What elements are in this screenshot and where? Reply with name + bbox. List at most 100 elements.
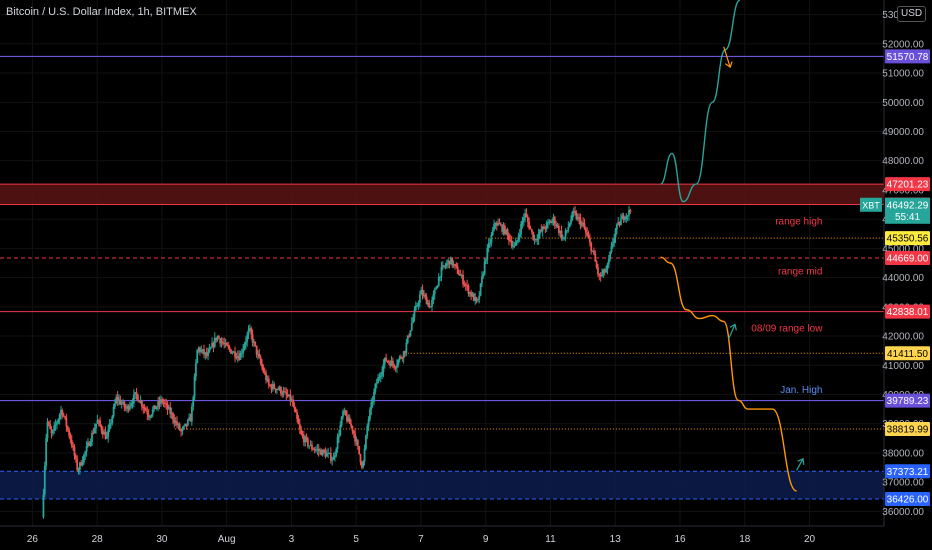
bounce-arrow-2-head [797, 457, 805, 465]
candle-body [328, 452, 331, 454]
candle-body [158, 401, 161, 404]
candle-body [579, 218, 582, 226]
currency-badge[interactable]: USD [897, 6, 927, 22]
candle-body [176, 421, 178, 426]
candle-body [251, 334, 254, 343]
candle-body [526, 216, 529, 222]
candle-body [65, 417, 68, 427]
candle-body [263, 372, 266, 374]
candle-body [105, 436, 108, 439]
price-badge [885, 346, 930, 361]
candle-body [572, 211, 575, 213]
candle-body [513, 245, 516, 247]
candle-body [177, 424, 180, 426]
candle-body [101, 430, 104, 435]
candle-body [471, 293, 474, 297]
candle-body [342, 411, 344, 417]
y-axis[interactable]: 36000.0037000.0038000.0039000.0040000.00… [882, 0, 932, 550]
candle-body [530, 229, 533, 232]
candle-body [185, 423, 188, 426]
candle-body [444, 265, 447, 267]
candle-body [363, 448, 366, 462]
candle-body [93, 428, 96, 434]
annotation-label: range mid [778, 266, 822, 277]
candle-body [602, 269, 605, 274]
candle-body [344, 410, 347, 416]
candle-body [118, 399, 120, 401]
candle-body [462, 274, 464, 285]
x-tick-label: 18 [739, 534, 751, 545]
candle-body [583, 223, 586, 229]
candle-body [190, 406, 193, 422]
x-tick-label: 13 [610, 534, 622, 545]
candle-body [576, 216, 579, 220]
candle-body [625, 215, 628, 219]
candle-body [70, 439, 73, 446]
candle-body [228, 347, 231, 350]
bullish-projection-path [660, 0, 741, 203]
candle-body [323, 449, 325, 452]
candle-body [116, 396, 119, 401]
annotation-label: Jan. High [780, 385, 822, 396]
candle-body [184, 423, 187, 426]
candle-body [223, 343, 226, 345]
candle-body [246, 334, 249, 342]
candle-body [599, 274, 602, 277]
candle-body [230, 349, 232, 354]
price-badge [885, 464, 930, 479]
candle-body [154, 405, 157, 410]
candle-body [509, 240, 512, 242]
candle-body [533, 238, 536, 240]
candle-body [578, 216, 580, 219]
candle-body [188, 417, 191, 420]
candle-body [432, 294, 435, 300]
candle-body [424, 294, 427, 297]
candle-body [74, 455, 77, 459]
candle-body [201, 349, 204, 351]
candle-body [561, 237, 564, 239]
candle-body [136, 394, 139, 402]
candle-body [498, 222, 501, 225]
candle-body [460, 274, 463, 276]
candle-body [352, 430, 355, 434]
price-badge [885, 231, 930, 246]
pullback-arrow [723, 46, 731, 68]
candle-body [99, 420, 102, 426]
candle-body [58, 414, 61, 420]
candle-body [331, 459, 334, 461]
candle-body [416, 305, 419, 307]
candle-body [240, 353, 243, 355]
candle-body [285, 391, 288, 395]
candle-body [209, 347, 212, 349]
x-tick-label: 3 [289, 534, 295, 545]
candle-body [64, 416, 66, 418]
candle-body [629, 209, 632, 212]
candle-body [456, 266, 459, 274]
candle-body [278, 387, 281, 390]
resistance-zone [0, 184, 884, 205]
candle-body [207, 352, 209, 357]
candle-body [521, 220, 524, 224]
candle-body [397, 359, 400, 365]
candle-body [215, 337, 218, 341]
candle-body [466, 285, 468, 287]
candle-body [394, 367, 397, 369]
candle-body [213, 337, 216, 347]
candle-body [343, 410, 346, 412]
candle-body [540, 230, 543, 232]
candle-body [281, 393, 284, 395]
candle-body [520, 223, 522, 235]
candle-body [123, 401, 126, 408]
candle-body [362, 461, 365, 468]
candle-body [584, 228, 587, 233]
candle-body [126, 405, 128, 409]
candle-body [153, 405, 155, 410]
candle-body [557, 225, 560, 233]
x-axis[interactable]: 26 28 30 Aug 3 5 7 9 11 13 16 18 20 [0, 525, 932, 550]
candle-body [396, 364, 398, 368]
candle-body [332, 457, 335, 460]
candle-body [130, 403, 133, 407]
y-tick-label: 42000.00 [882, 332, 924, 343]
candle-body [312, 449, 315, 451]
